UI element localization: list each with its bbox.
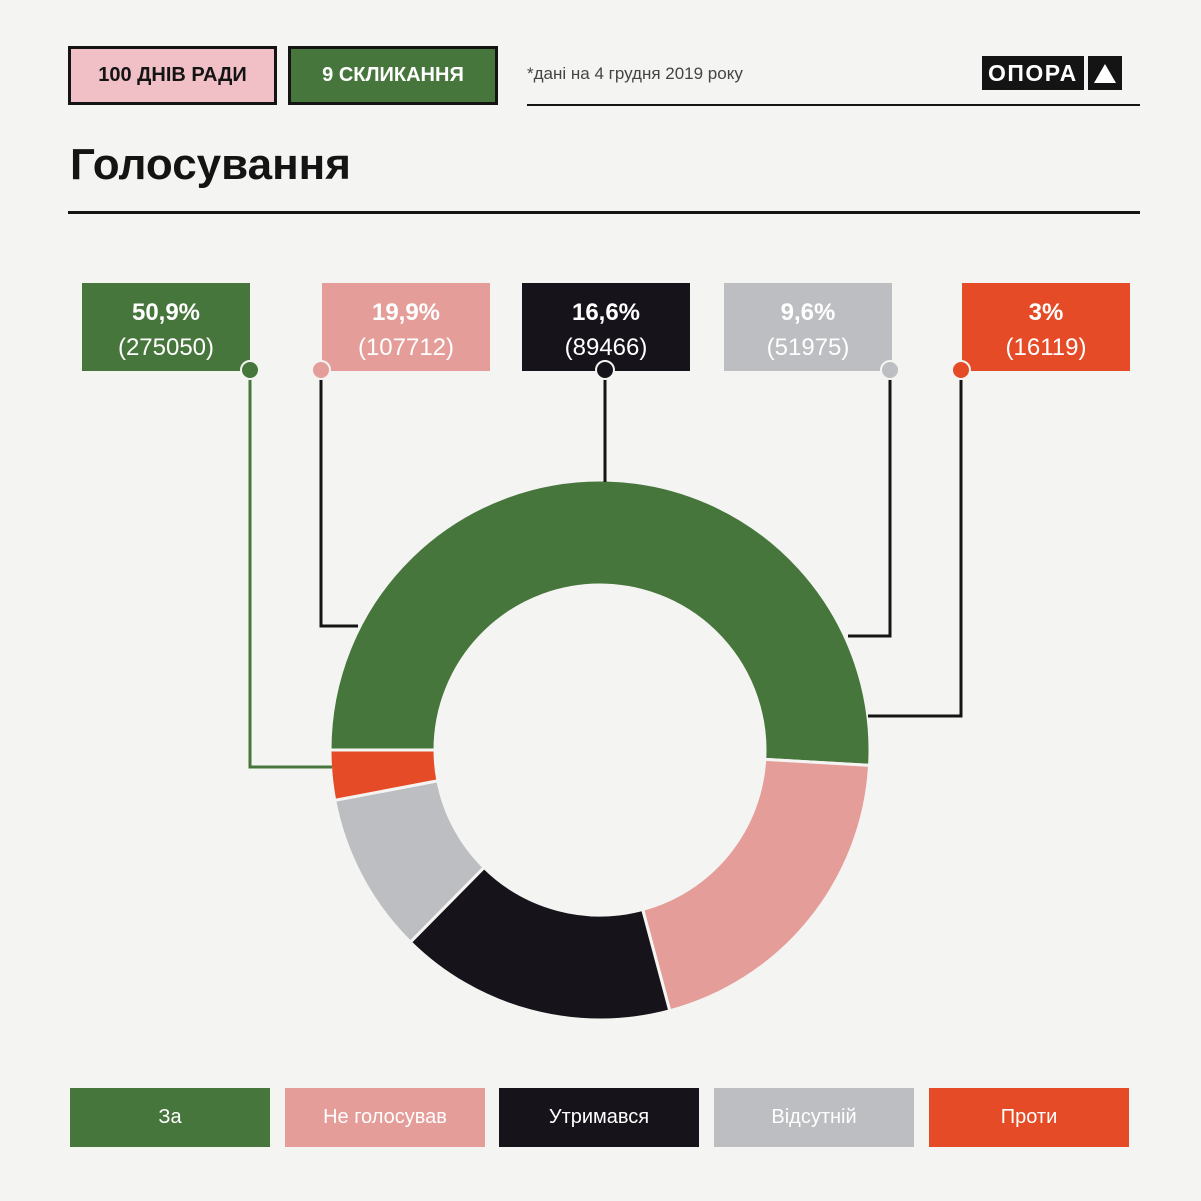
callout-box-proty xyxy=(962,283,1130,371)
triangle-icon xyxy=(1087,56,1122,90)
callout-ne-holosuvav: 19,9% (107712) xyxy=(322,283,490,371)
value-callouts: 50,9% (275050) 19,9% (107712) 16,6% (89466) 9,… xyxy=(82,283,1130,380)
leader-line-vidsutnii xyxy=(848,370,892,638)
leader-line-proty xyxy=(868,370,963,718)
opora-logo: ОПОРА xyxy=(982,56,1122,90)
legend-item-utrymavsia: Утримався xyxy=(499,1088,699,1147)
callout-count-vidsutnii: (51975) xyxy=(767,334,850,361)
tag-convocation: 9 СКЛИКАННЯ xyxy=(288,46,498,105)
leader-lines xyxy=(248,370,963,769)
callout-percent-vidsutnii: 9,6% xyxy=(781,299,836,326)
callout-percent-utrymavsia: 16,6% xyxy=(572,299,640,326)
page-title: Голосування xyxy=(70,140,351,189)
donut-slice-proty xyxy=(328,748,440,803)
leader-line-za xyxy=(248,370,332,769)
callout-vidsutnii: 9,6% (51975) xyxy=(724,283,892,371)
callout-dot-za xyxy=(240,360,260,380)
callout-box-za xyxy=(82,283,250,371)
donut-slice-za xyxy=(328,478,872,767)
callout-za: 50,9% (275050) xyxy=(82,283,250,371)
callout-box-utrymavsia xyxy=(522,283,690,371)
legend-item-proty: Проти xyxy=(929,1088,1129,1147)
callout-box-vidsutnii xyxy=(724,283,892,371)
data-date-note: *дані на 4 грудня 2019 року xyxy=(527,64,743,83)
callout-proty: 3% (16119) xyxy=(962,283,1130,371)
legend-item-za: За xyxy=(70,1088,270,1147)
callout-dot-utrymavsia xyxy=(595,360,615,380)
callout-count-za: (275050) xyxy=(118,334,214,361)
donut-slice-ne-holosuvav xyxy=(640,757,872,1013)
opora-logo-text: ОПОРА xyxy=(982,56,1084,90)
tag-100-days: 100 ДНІВ РАДИ xyxy=(68,46,277,105)
title-divider xyxy=(68,211,1140,214)
callout-dot-ne-holosuvav xyxy=(311,360,331,380)
callout-percent-proty: 3% xyxy=(1029,299,1064,326)
callout-dot-proty xyxy=(951,360,971,380)
callout-count-proty: (16119) xyxy=(1006,334,1087,361)
callout-box-ne-holosuvav xyxy=(322,283,490,371)
callout-utrymavsia: 16,6% (89466) xyxy=(522,283,690,371)
header-divider xyxy=(527,104,1140,106)
legend-item-vidsutnii: Відсутній xyxy=(714,1088,914,1147)
leader-line-ne-holosuvav xyxy=(319,370,358,628)
legend-item-ne-holosuvav: Не голосував xyxy=(285,1088,485,1147)
callout-percent-ne-holosuvav: 19,9% xyxy=(372,299,440,326)
callout-count-utrymavsia: (89466) xyxy=(565,334,648,361)
callout-dot-vidsutnii xyxy=(880,360,900,380)
callout-count-ne-holosuvav: (107712) xyxy=(358,334,454,361)
callout-percent-za: 50,9% xyxy=(132,299,200,326)
donut-slices xyxy=(328,478,872,1022)
